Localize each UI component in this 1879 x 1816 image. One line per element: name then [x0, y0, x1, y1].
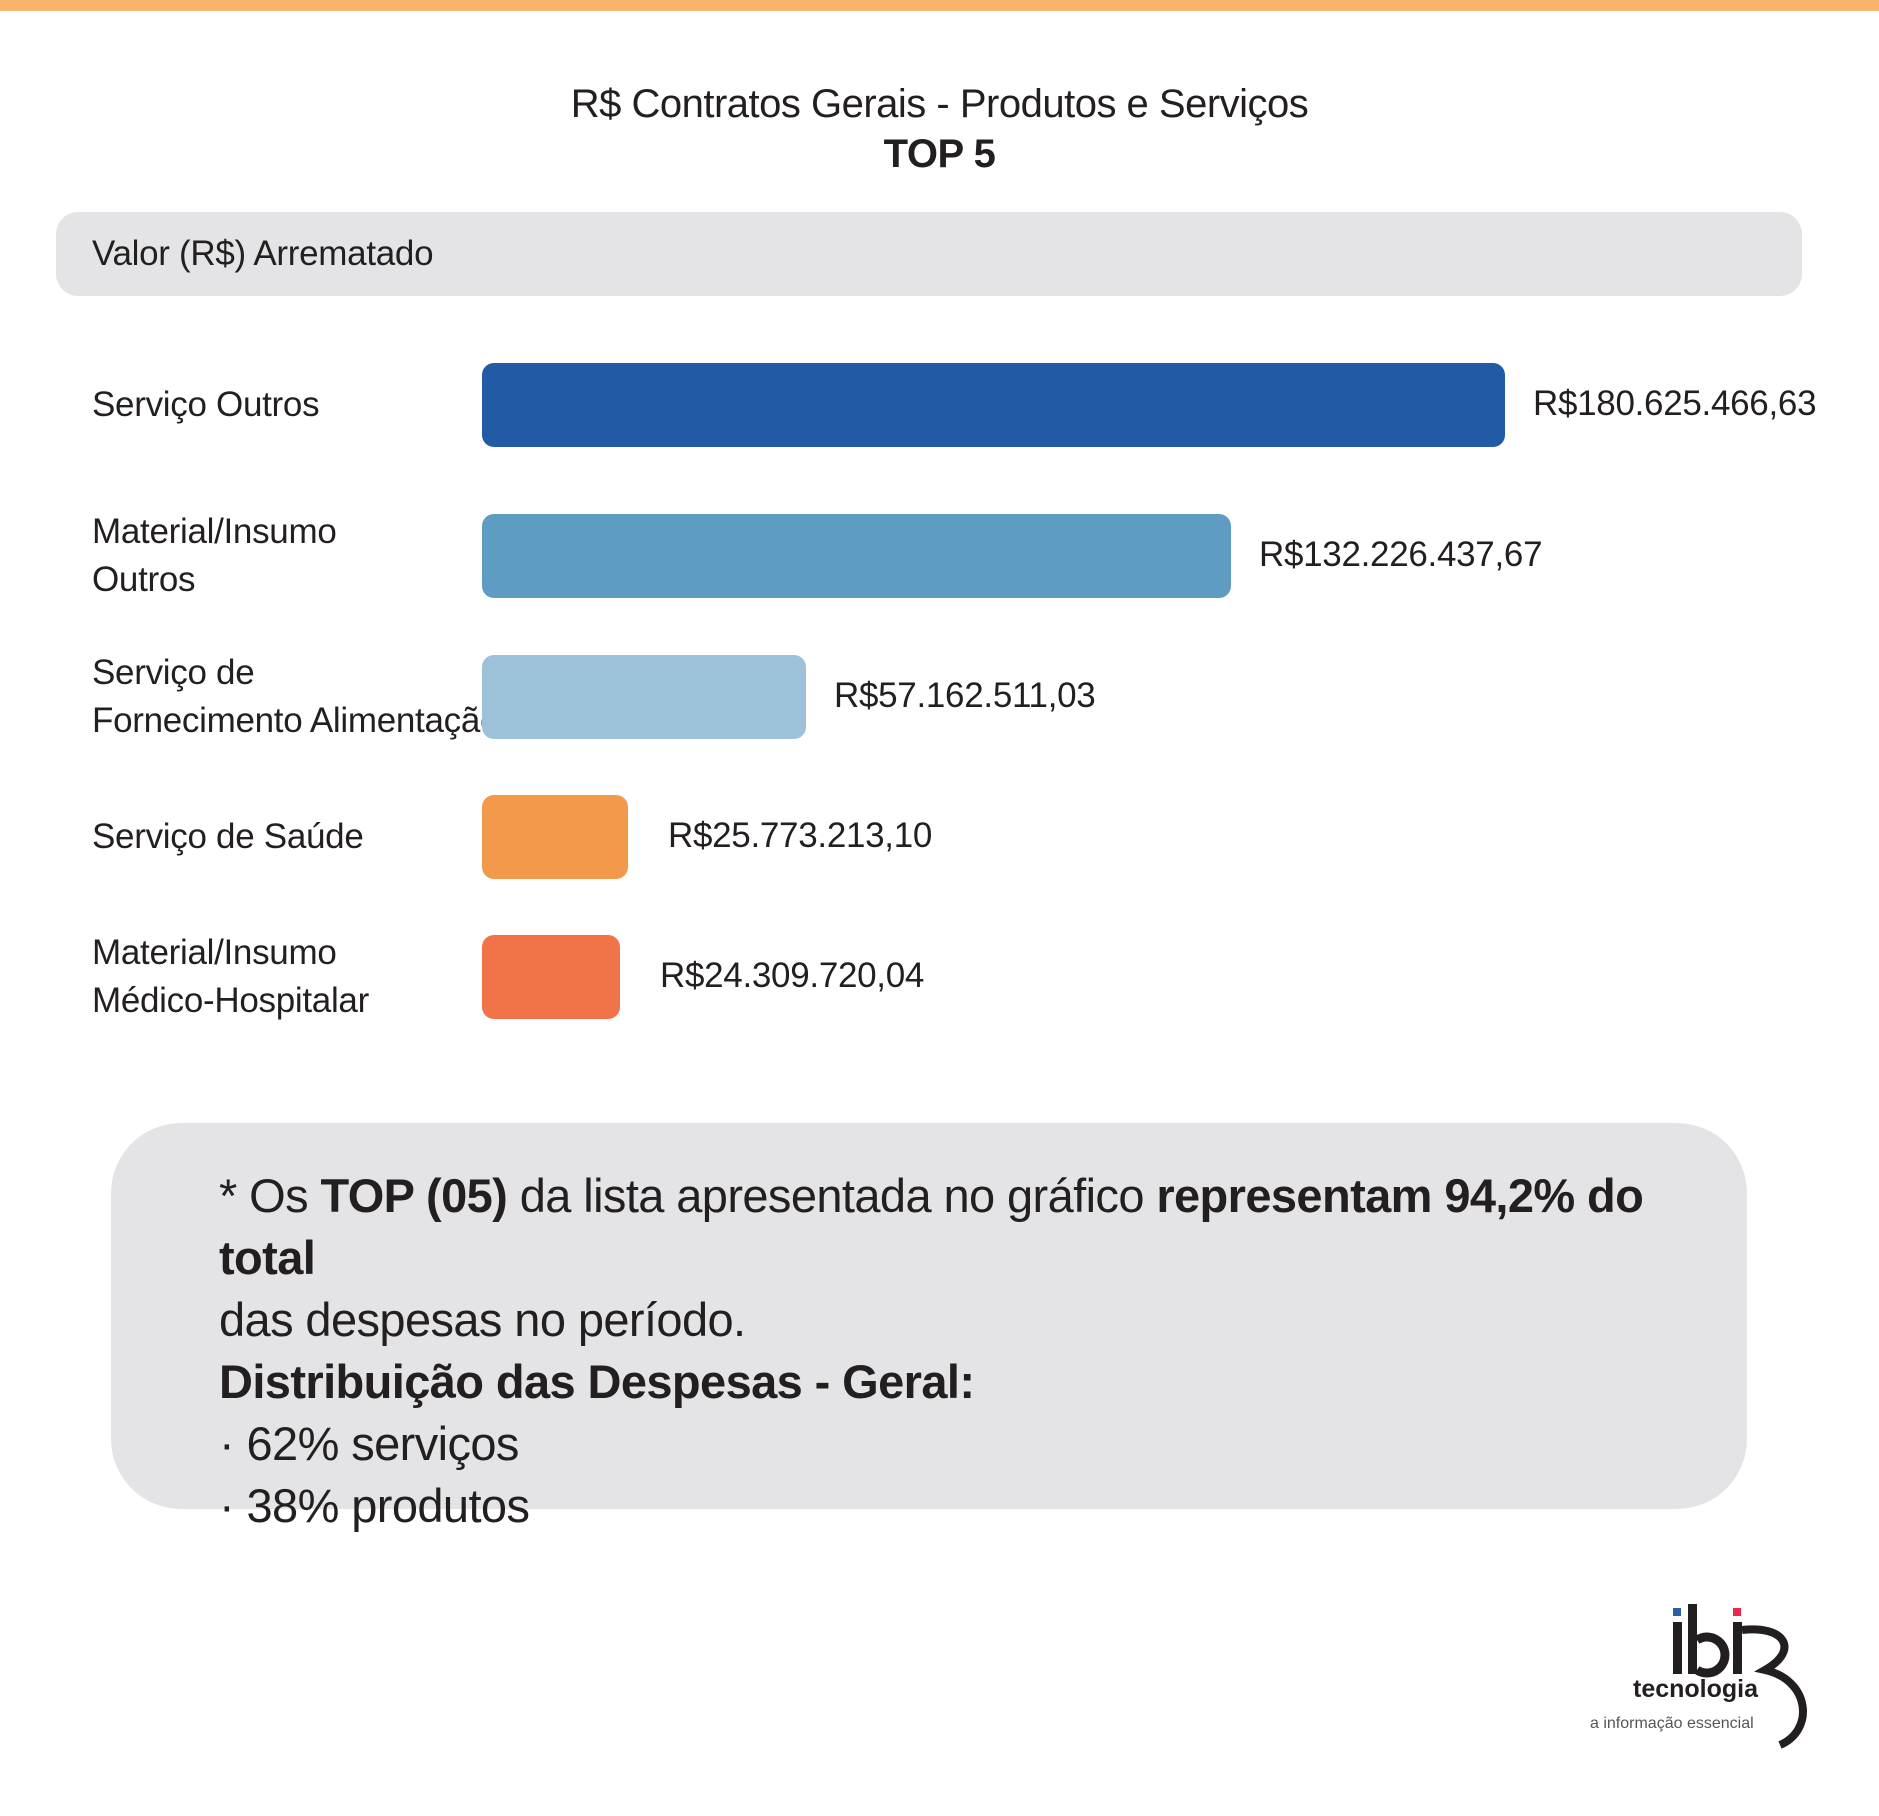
category-label-line: Serviço de Saúde — [92, 817, 364, 856]
chart-subtitle: TOP 5 — [883, 132, 996, 176]
category-label-line: Fornecimento Alimentação — [92, 701, 500, 740]
top-accent-rule — [0, 0, 1879, 11]
value-label: R$132.226.437,67 — [1259, 535, 1543, 574]
category-label: Material/Insumo Outros — [92, 508, 337, 604]
category-label: Material/Insumo Médico-Hospitalar — [92, 929, 369, 1025]
ibr-tecnologia-logo: tecnologia a informação essencial — [1590, 1604, 1807, 1749]
value-label: R$24.309.720,04 — [660, 956, 925, 995]
category-label-line: Outros — [92, 560, 196, 599]
category-label-line: Material/Insumo — [92, 933, 337, 972]
category-label: Serviço de Saúde — [92, 813, 364, 861]
note-bold-percent: representam 94,2% do total — [219, 1169, 1644, 1284]
note-item-products: · 38% produtos — [219, 1479, 530, 1532]
note-item-services: · 62% serviços — [219, 1417, 519, 1470]
value-label: R$57.162.511,03 — [834, 676, 1096, 715]
bar — [482, 655, 806, 739]
chart-title: R$ Contratos Gerais - Produtos e Serviço… — [570, 82, 1309, 126]
value-label: R$25.773.213,10 — [668, 816, 933, 855]
value-header-label: Valor (R$) Arrematado — [92, 234, 434, 273]
value-label: R$180.625.466,63 — [1533, 384, 1817, 423]
note-heading: Distribuição das Despesas - Geral: — [219, 1355, 975, 1408]
category-label: Serviço Outros — [92, 381, 320, 429]
value-header-bar: Valor (R$) Arrematado — [56, 212, 1802, 296]
summary-note-text: * Os TOP (05) da lista apresentada no gr… — [219, 1165, 1679, 1537]
category-label-line: Serviço de — [92, 653, 255, 692]
category-label: Serviço de Fornecimento Alimentação — [92, 649, 499, 745]
bar — [482, 363, 1505, 447]
bar — [482, 795, 628, 879]
note-bold-top: TOP (05) — [320, 1169, 508, 1222]
category-label-line: Serviço Outros — [92, 385, 320, 424]
note-line-2: das despesas no período. — [219, 1293, 746, 1346]
logo-tagline: a informação essencial — [1590, 1715, 1754, 1732]
bar — [482, 935, 620, 1019]
category-label-line: Médico-Hospitalar — [92, 981, 369, 1020]
summary-note-box: * Os TOP (05) da lista apresentada no gr… — [111, 1123, 1747, 1532]
bar — [482, 514, 1231, 598]
category-label-line: Material/Insumo — [92, 512, 337, 551]
note-line-1: * Os TOP (05) da lista apresentada no gr… — [219, 1169, 1644, 1284]
logo-name: tecnologia — [1633, 1675, 1759, 1703]
